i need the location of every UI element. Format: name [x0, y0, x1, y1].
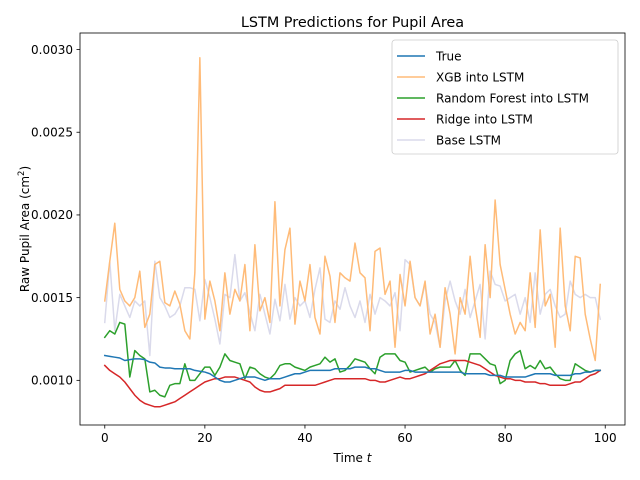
- x-tick-label: 60: [397, 431, 412, 445]
- series-line-base-lstm: [103, 253, 602, 357]
- y-tick-label: 0.0010: [31, 374, 73, 388]
- x-tick-label: 80: [497, 431, 512, 445]
- y-tick-label: 0.0025: [31, 126, 73, 140]
- y-axis-label: Raw Pupil Area (cm2): [17, 166, 32, 292]
- legend-label: Base LSTM: [436, 133, 501, 147]
- chart-title: LSTM Predictions for Pupil Area: [241, 15, 464, 31]
- x-tick-label: 0: [101, 431, 109, 445]
- axes-frame: [79, 32, 626, 426]
- y-tick-label: 0.0030: [31, 43, 73, 57]
- y-axis: 0.0010 0.0015 0.0020 0.0025 0.0030: [31, 43, 80, 388]
- series-line-true: [103, 354, 601, 383]
- x-tick-label: 40: [297, 431, 312, 445]
- legend: True XGB into LSTM Random Forest into LSTM…: [391, 39, 619, 155]
- series-layer: [103, 57, 602, 408]
- legend-label: Random Forest into LSTM: [436, 91, 589, 105]
- legend-label: XGB into LSTM: [436, 70, 524, 84]
- y-tick-label: 0.0015: [31, 291, 73, 305]
- series-line-ridge-into-lstm: [103, 359, 602, 408]
- series-line-random-forest-into-lstm: [103, 321, 601, 398]
- x-tick-label: 100: [594, 431, 617, 445]
- legend-frame: [391, 39, 619, 155]
- legend-label: True: [435, 49, 462, 63]
- legend-label: Ridge into LSTM: [436, 112, 533, 126]
- x-tick-label: 20: [197, 431, 212, 445]
- y-tick-label: 0.0020: [31, 208, 73, 222]
- series-line-xgb-into-lstm: [103, 57, 602, 362]
- x-axis-label: Time t: [333, 451, 373, 465]
- x-axis: 0 20 40 60 80 100: [101, 425, 617, 445]
